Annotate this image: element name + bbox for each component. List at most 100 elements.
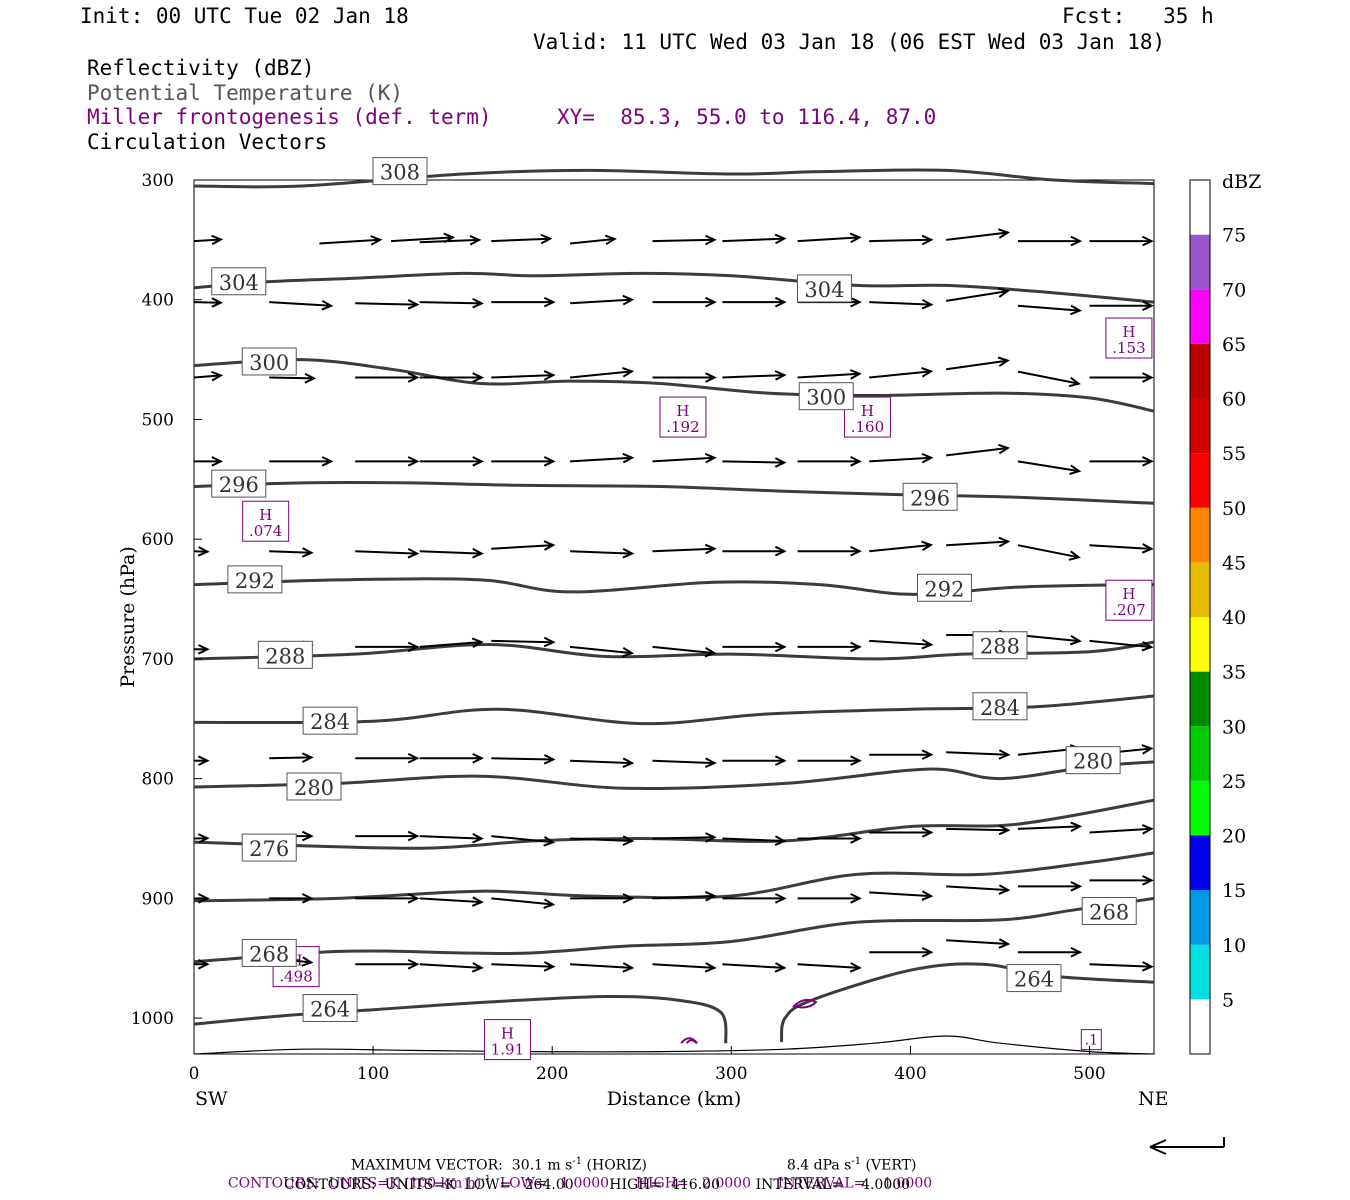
circulation-vector [1017,825,1080,830]
vector-head [472,833,484,844]
circulation-vector [1017,460,1080,473]
vector-head [301,830,314,842]
vector-head [705,296,717,308]
theta-label-box [1081,897,1137,926]
theta-label-box [972,692,1028,721]
x-tick-label: 100 [357,1064,389,1084]
vector-head [997,287,1010,298]
colorbar-label: 10 [1222,935,1246,957]
vector-head [921,946,934,958]
vector-head [998,938,1011,949]
colorbar-unit: dBZ [1222,171,1261,193]
circulation-vector [570,759,633,765]
vector-head [704,962,717,973]
theta-label-box [798,382,854,411]
theta-label: 268 [1089,901,1129,925]
circulation-vector [419,641,482,648]
theta-label-box [916,573,972,602]
theta-label: 268 [249,942,289,966]
vector-head [622,367,635,378]
max-vector-horiz: MAXIMUM VECTOR: 30.1 m s [350,1157,573,1174]
colorbar-swatch [1190,289,1210,344]
theta-label: 288 [980,635,1020,659]
circulation-vector [722,460,785,464]
theta-label-box [902,482,958,511]
vector-head [197,755,210,766]
vector-head [543,898,556,909]
vector-head [997,356,1010,367]
y-tick-label: 900 [142,889,174,909]
fg-units-exp: -1 [481,1174,491,1185]
theta-label: 308 [380,161,420,185]
theta-label: 288 [265,644,305,668]
vector-head [1142,372,1154,383]
colorbar-swatch [1190,671,1210,727]
vector-head [604,234,617,246]
fg-max-box [659,396,707,438]
vector-head [849,369,862,380]
circulation-vector [570,456,633,463]
init-time: Init: 00 UTC Tue 02 Jan 18 [80,4,409,28]
vector-head [921,234,934,246]
circulation-vector [652,456,715,463]
vector-head [472,297,485,309]
theta-label: 264 [1014,968,1054,992]
vector-head [471,962,484,973]
frontogenesis-contour-note: CONTOURS: UNITS=K (100 km h)-1 LOW= 1.00… [219,1158,932,1192]
fg-max-value: 1.91 [491,1041,524,1059]
theta-label-box [302,706,358,735]
circulation-vector [570,837,633,842]
circulation-vector [1089,639,1152,649]
field-potential-temperature: Potential Temperature (K) [87,81,404,105]
x-tick-label: 500 [1073,1064,1105,1084]
circulation-vector [491,544,554,550]
vector-head [1141,961,1154,972]
theta-label-box [241,833,297,862]
vector-head [622,647,635,658]
vector-head [543,636,556,648]
vector-head [997,228,1011,239]
vector-head [1142,235,1154,247]
vector-head [1070,235,1083,247]
fg-contour [792,998,818,1009]
vector-head [998,536,1011,548]
circulation-vector [355,550,418,555]
fg-max-label: H [1122,323,1135,341]
vector-head [1070,821,1083,832]
vector-head [1069,635,1082,646]
circulation-vector [797,236,860,243]
vector-head [998,824,1011,836]
y-tick-label: 600 [142,530,174,550]
cross-section-xy: XY= 85.3, 55.0 to 116.4, 87.0 [557,105,937,129]
vector-head [1141,641,1154,652]
x-right-label: NE [1138,1088,1169,1110]
max-vector-vert-tag: (VERT) [861,1157,917,1174]
theta-label: 292 [235,569,275,593]
vector-head [622,893,635,904]
fg-units: CONTOURS: UNITS=K (100 km h) [227,1175,482,1192]
vector-head [997,443,1011,455]
circulation-vector [722,963,785,969]
theta-contour-308 [193,168,1155,189]
colorbar-label: 5 [1222,989,1234,1011]
colorbar-swatch [1190,944,1210,1000]
vector-head [850,456,862,467]
colorbar-label: 50 [1222,498,1246,520]
circulation-vector [869,891,932,898]
y-tick-label: 500 [142,410,174,430]
vector-head [304,373,317,384]
circulation-vector [946,231,1008,241]
vector-head [850,755,862,766]
y-tick-label: 800 [142,770,174,790]
colorbar-swatch [1190,453,1210,508]
colorbar-label: 20 [1222,826,1246,848]
circulation-vector [869,639,932,646]
fg-max-label: H [259,506,272,524]
fg-max-label: H [1122,585,1135,603]
theta-label: 304 [219,271,259,295]
vector-head [774,296,787,308]
vector-head [1141,543,1154,554]
theta-contour-304 [193,271,1155,304]
circulation-vector [419,238,480,244]
theta-label-box [211,267,267,296]
